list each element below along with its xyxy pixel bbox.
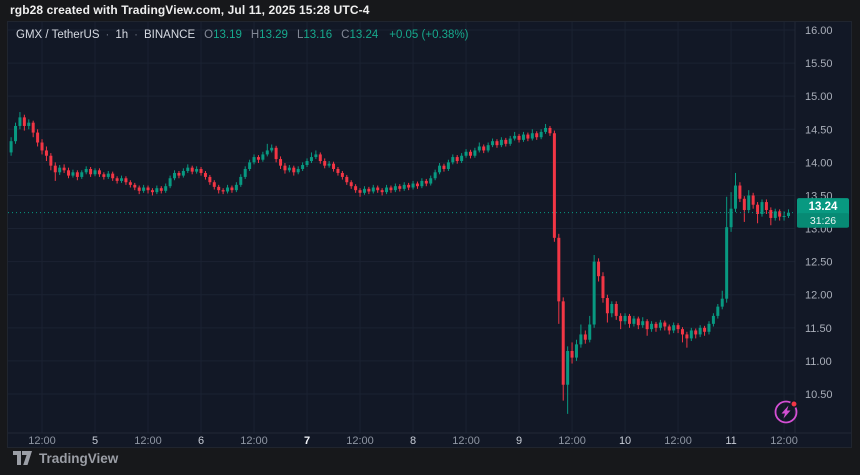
svg-text:12:00: 12:00 bbox=[346, 435, 374, 447]
legend-separator: · bbox=[105, 29, 110, 41]
ohlc-low: L13.16 bbox=[296, 29, 333, 41]
svg-text:11.00: 11.00 bbox=[805, 356, 832, 368]
svg-text:11.50: 11.50 bbox=[805, 323, 832, 335]
svg-text:8: 8 bbox=[410, 435, 416, 447]
price-gridlines bbox=[8, 29, 795, 395]
svg-text:7: 7 bbox=[304, 435, 310, 447]
svg-text:13.24: 13.24 bbox=[809, 201, 838, 213]
symbol-title[interactable]: GMX / TetherUS bbox=[16, 29, 100, 41]
svg-text:12:00: 12:00 bbox=[134, 435, 162, 447]
svg-text:12:00: 12:00 bbox=[558, 435, 586, 447]
svg-text:12:00: 12:00 bbox=[452, 435, 480, 447]
svg-text:16.00: 16.00 bbox=[805, 25, 833, 37]
svg-text:12:00: 12:00 bbox=[28, 435, 56, 447]
svg-text:12:00: 12:00 bbox=[240, 435, 268, 447]
svg-text:10: 10 bbox=[619, 435, 631, 447]
tradingview-logo-icon bbox=[13, 451, 32, 465]
svg-text:12:00: 12:00 bbox=[770, 435, 798, 447]
flash-icon-button[interactable] bbox=[774, 400, 798, 424]
alert-dot bbox=[790, 400, 798, 408]
svg-text:14.50: 14.50 bbox=[805, 124, 833, 136]
last-price-badge: 13.24 31:26 bbox=[797, 198, 849, 228]
svg-text:9: 9 bbox=[516, 435, 522, 447]
legend-row: GMX / TetherUS · 1h · BINANCE O13.19 H13… bbox=[16, 29, 469, 41]
svg-text:15.50: 15.50 bbox=[805, 58, 833, 70]
svg-text:12.00: 12.00 bbox=[805, 290, 833, 302]
svg-text:15.00: 15.00 bbox=[805, 91, 833, 103]
interval-label[interactable]: 1h bbox=[115, 29, 129, 41]
chart-panel: GMX / TetherUS · 1h · BINANCE O13.19 H13… bbox=[7, 21, 852, 448]
attribution-text: rgb28 created with TradingView.com, Jul … bbox=[10, 3, 370, 17]
svg-text:10.50: 10.50 bbox=[805, 389, 833, 401]
lightning-bolt-icon bbox=[781, 405, 791, 419]
ohlc-open: O13.19 bbox=[204, 29, 242, 41]
svg-text:12.50: 12.50 bbox=[805, 257, 833, 269]
time-axis-labels[interactable]: 12:00 5 12:00 6 12:00 7 12:00 8 12:00 9 12:00 10 12:… bbox=[28, 435, 798, 447]
candles-layer bbox=[9, 112, 790, 414]
ohlc-close: C13.24 bbox=[341, 29, 379, 41]
footer-brand[interactable]: TradingView bbox=[13, 451, 118, 466]
svg-text:12:00: 12:00 bbox=[664, 435, 692, 447]
legend-separator: · bbox=[134, 29, 138, 41]
svg-text:6: 6 bbox=[198, 435, 204, 447]
change-value: +0.05 (+0.38%) bbox=[389, 29, 469, 41]
time-gridlines bbox=[41, 22, 785, 433]
tradingview-wordmark: TradingView bbox=[39, 451, 119, 466]
svg-text:5: 5 bbox=[92, 435, 98, 447]
svg-text:31:26: 31:26 bbox=[810, 215, 836, 227]
ohlc-high: H13.29 bbox=[250, 29, 288, 41]
svg-text:11: 11 bbox=[725, 435, 736, 447]
svg-text:14.00: 14.00 bbox=[805, 157, 833, 169]
exchange-label[interactable]: BINANCE bbox=[144, 29, 196, 41]
candlestick-chart[interactable]: 16.0015.5015.0014.5014.0013.5013.0012.50… bbox=[8, 22, 851, 447]
